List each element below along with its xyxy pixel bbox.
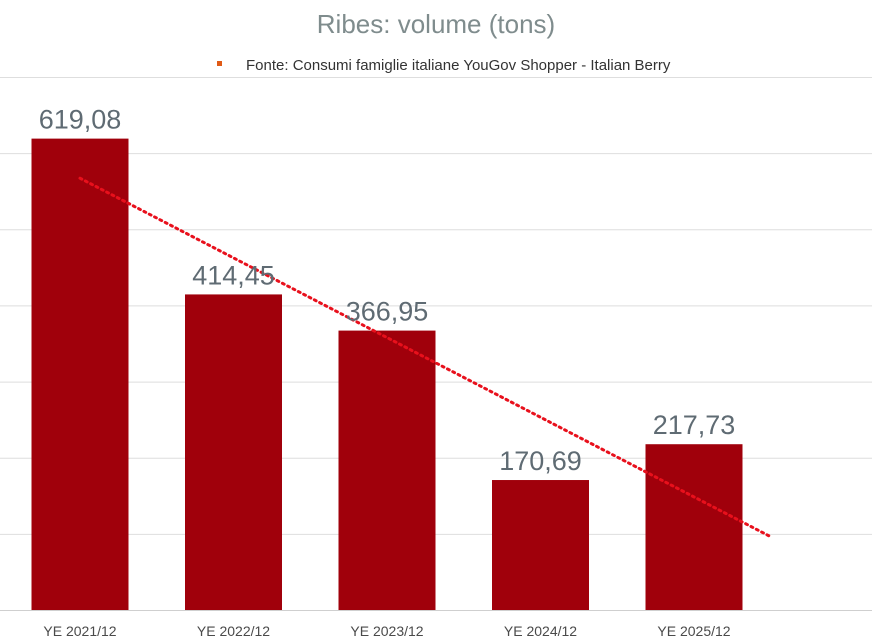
data-label: 170,69 [499, 446, 582, 476]
bar [185, 294, 282, 610]
data-label: 217,73 [653, 410, 736, 440]
x-tick-label: YE 2021/12 [43, 623, 116, 639]
legend-text: Fonte: Consumi famiglie italiane YouGov … [246, 57, 671, 74]
data-label: 619,08 [39, 105, 122, 135]
x-tick-label: YE 2022/12 [197, 623, 270, 639]
legend: Fonte: Consumi famiglie italiane YouGov … [217, 57, 671, 74]
data-label: 414,45 [192, 260, 275, 290]
gridlines [0, 77, 872, 611]
trendline-group [78, 176, 773, 539]
legend-marker [217, 61, 222, 66]
data-label: 366,95 [346, 297, 429, 327]
chart-title: Ribes: volume (tons) [317, 9, 555, 39]
x-axis-tick-labels: YE 2021/12 YE 2022/12 YE 2023/12 YE 2024/12… [43, 623, 730, 639]
bar [31, 138, 129, 610]
bar [338, 330, 436, 610]
bar [645, 444, 743, 610]
value-labels: 619,08 414,45 366,95 170,69 217,73 [39, 105, 736, 476]
x-tick-label: YE 2025/12 [657, 623, 730, 639]
trendline [78, 176, 773, 539]
x-tick-label: YE 2023/12 [350, 623, 423, 639]
x-tick-label: YE 2024/12 [504, 623, 577, 639]
bars [31, 138, 743, 610]
bar [492, 480, 589, 610]
